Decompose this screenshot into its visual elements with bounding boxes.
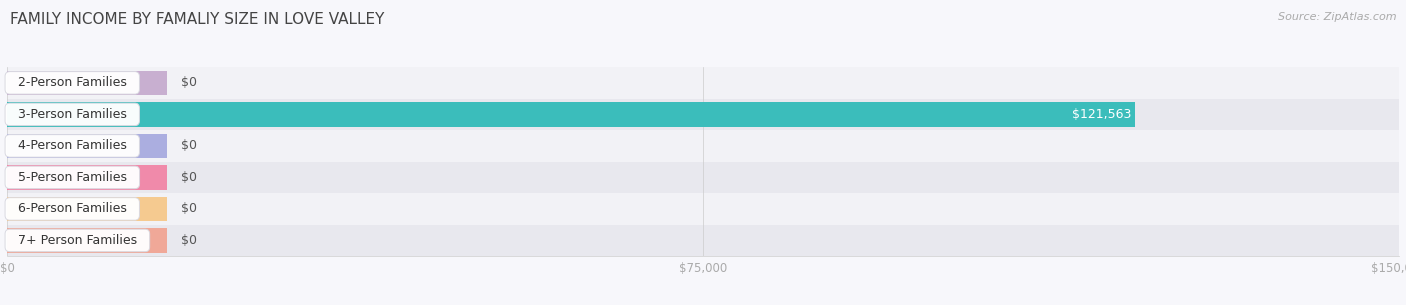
Bar: [7, 102, 1135, 127]
Text: 5-Person Families: 5-Person Families: [10, 171, 135, 184]
Text: 4-Person Families: 4-Person Families: [10, 139, 135, 152]
Bar: [7, 165, 167, 190]
Text: $0: $0: [181, 139, 197, 152]
Text: 2-Person Families: 2-Person Families: [10, 76, 135, 89]
Bar: [7, 193, 1399, 225]
Bar: [7, 162, 1399, 193]
Bar: [7, 70, 167, 95]
Text: FAMILY INCOME BY FAMALIY SIZE IN LOVE VALLEY: FAMILY INCOME BY FAMALIY SIZE IN LOVE VA…: [10, 12, 384, 27]
Bar: [7, 197, 167, 221]
Bar: [7, 134, 167, 158]
Text: $121,563: $121,563: [1071, 108, 1130, 121]
Bar: [7, 99, 1399, 130]
Text: $0: $0: [181, 234, 197, 247]
Text: $0: $0: [181, 76, 197, 89]
Text: 6-Person Families: 6-Person Families: [10, 203, 135, 215]
Bar: [7, 225, 1399, 256]
Text: $0: $0: [181, 171, 197, 184]
Text: 3-Person Families: 3-Person Families: [10, 108, 135, 121]
Bar: [7, 228, 167, 253]
Text: $0: $0: [181, 203, 197, 215]
Text: 7+ Person Families: 7+ Person Families: [10, 234, 145, 247]
Bar: [7, 130, 1399, 162]
Text: Source: ZipAtlas.com: Source: ZipAtlas.com: [1278, 12, 1396, 22]
Bar: [7, 67, 1399, 99]
